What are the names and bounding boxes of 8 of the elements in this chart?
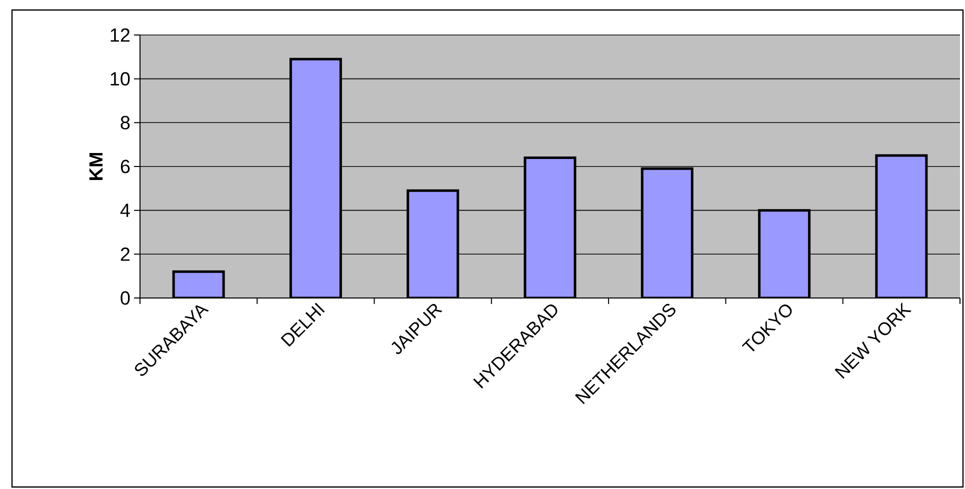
y-tick-label: 0 bbox=[120, 291, 130, 305]
y-axis-title: KM bbox=[89, 152, 103, 180]
y-tick-label: 2 bbox=[120, 248, 130, 261]
y-tick-label: 8 bbox=[120, 116, 130, 130]
y-tick-label: 10 bbox=[110, 72, 130, 86]
y-tick-label: 6 bbox=[120, 160, 130, 174]
y-tick-label: 12 bbox=[110, 28, 130, 42]
y-tick-label: 4 bbox=[120, 204, 130, 217]
